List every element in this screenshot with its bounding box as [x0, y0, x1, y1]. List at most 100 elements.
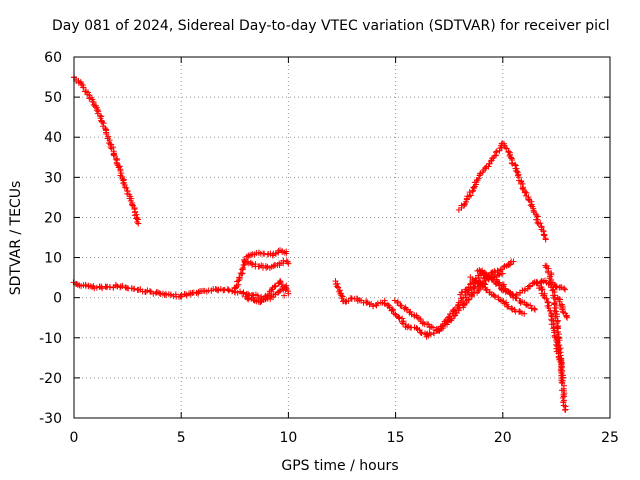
data-point — [540, 231, 547, 238]
data-point — [280, 257, 287, 264]
data-point — [558, 379, 565, 386]
data-point — [429, 324, 436, 331]
data-point — [116, 163, 123, 170]
data-point — [394, 298, 401, 305]
data-point — [398, 302, 405, 309]
data-point — [285, 260, 292, 267]
data-point — [129, 201, 136, 208]
data-point — [239, 266, 246, 273]
data-point — [479, 283, 486, 290]
data-point — [475, 272, 482, 279]
x-tick-label: 5 — [177, 430, 186, 446]
data-point — [424, 320, 431, 327]
data-point — [478, 268, 485, 275]
data-point — [465, 296, 472, 303]
y-tick-label: 10 — [44, 251, 62, 267]
grid — [74, 57, 610, 418]
data-point — [497, 297, 504, 304]
data-point — [264, 292, 271, 299]
data-point — [482, 164, 489, 171]
data-point — [492, 293, 499, 300]
data-point — [542, 236, 549, 243]
data-point — [413, 325, 420, 332]
data-point — [467, 281, 474, 288]
data-point — [543, 295, 550, 302]
data-point — [246, 252, 253, 259]
data-point — [356, 297, 363, 304]
x-tick-label: 15 — [387, 430, 405, 446]
data-point — [492, 149, 499, 156]
data-point — [345, 297, 352, 304]
data-point — [285, 290, 292, 297]
data-point — [491, 152, 498, 159]
x-tick-label: 0 — [70, 430, 79, 446]
data-point — [399, 320, 406, 327]
data-point — [467, 192, 474, 199]
data-point — [93, 107, 100, 114]
data-point — [134, 218, 141, 225]
data-point — [541, 232, 548, 239]
data-point — [506, 261, 513, 268]
y-tick-label: 40 — [44, 130, 62, 146]
y-tick-label: -30 — [39, 411, 62, 427]
plot-frame — [73, 56, 611, 419]
ticks: 0 5 10 15 20 25 -30 -20 -10 0 10 20 30 40 50 60 — [39, 50, 619, 446]
data-point — [244, 258, 251, 265]
x-axis-label: GPS time / hours — [281, 458, 398, 474]
data-point — [283, 250, 290, 257]
data-point — [397, 302, 404, 309]
data-point — [539, 286, 546, 293]
data-point — [395, 314, 402, 321]
data-point — [225, 286, 232, 293]
data-point — [559, 374, 566, 381]
data-point — [560, 399, 567, 406]
data-point — [557, 356, 564, 363]
y-tick-label: 50 — [44, 90, 62, 106]
data-point — [510, 258, 517, 265]
data-point — [551, 301, 558, 308]
data-point — [111, 152, 118, 159]
data-point — [450, 307, 457, 314]
data-point — [475, 175, 482, 182]
data-point — [81, 88, 88, 95]
data-point — [551, 333, 558, 340]
data-point — [407, 308, 414, 315]
data-point — [236, 274, 243, 281]
data-point — [146, 288, 153, 295]
data-point — [508, 154, 515, 161]
data-point — [99, 285, 106, 292]
data-point — [469, 188, 476, 195]
data-point — [522, 286, 529, 293]
data-point — [242, 258, 249, 265]
data-point — [509, 292, 516, 299]
data-point — [131, 285, 138, 292]
data-point — [153, 288, 160, 295]
data-point — [85, 282, 92, 289]
data-point — [561, 285, 568, 292]
data-point — [257, 298, 264, 305]
y-tick-label: -20 — [39, 371, 62, 387]
x-tick-label: 20 — [494, 430, 512, 446]
data-point — [100, 120, 107, 127]
data-point — [144, 287, 151, 294]
data-point — [521, 310, 528, 317]
data-point — [564, 314, 571, 321]
data-point — [455, 299, 462, 306]
data-point — [374, 300, 381, 307]
data-point — [560, 402, 567, 409]
data-point — [278, 281, 285, 288]
chart-title: Day 081 of 2024, Sidereal Day-to-day VTE… — [52, 18, 610, 34]
data-point — [392, 311, 399, 318]
data-point — [370, 303, 377, 310]
data-point — [505, 303, 512, 310]
data-point — [255, 295, 262, 302]
data-point — [523, 189, 530, 196]
data-point — [537, 279, 544, 286]
data-point — [244, 253, 251, 260]
data-point — [282, 286, 289, 293]
data-point — [493, 148, 500, 155]
data-point — [96, 112, 103, 119]
data-point — [531, 305, 538, 312]
data-point — [135, 220, 142, 227]
